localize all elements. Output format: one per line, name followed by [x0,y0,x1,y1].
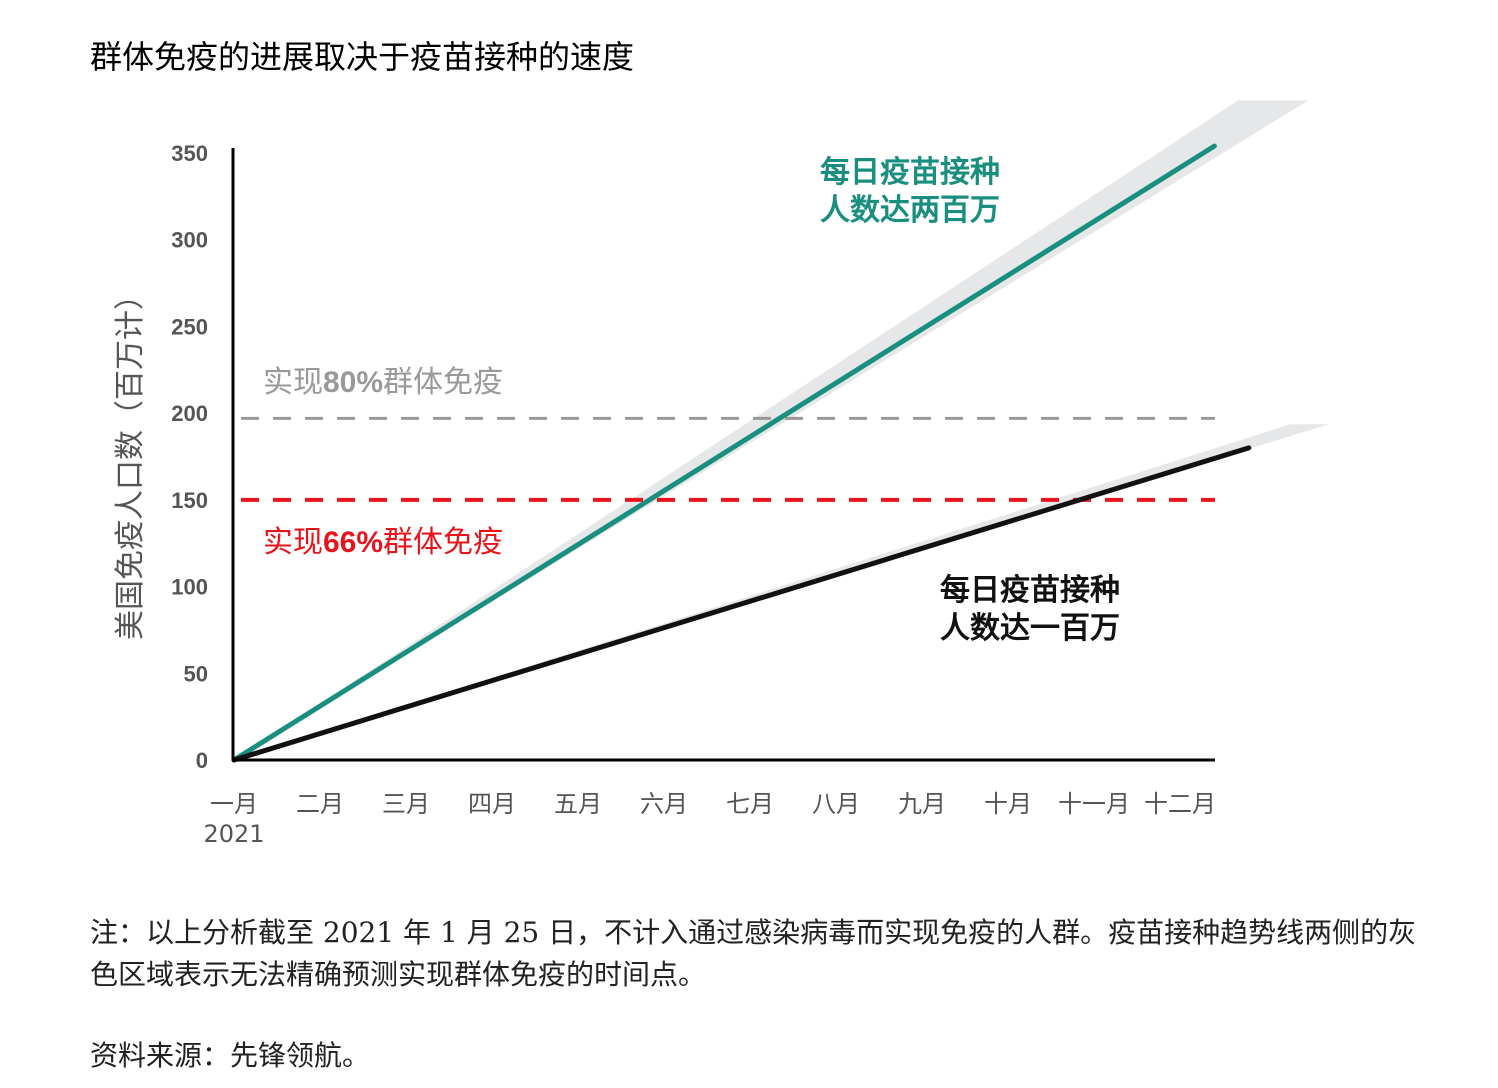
source-note: 资料来源：先锋领航。 [90,1039,371,1072]
x-tick-label: 十二月 [1144,790,1216,818]
x-tick-label: 七月 [726,790,774,818]
series-line [231,445,1252,763]
reference-label-pct: 80% [323,366,383,399]
series-line [231,143,1217,763]
reference-label-suffix: 群体免疫 [383,365,503,400]
y-tick-label: 150 [171,488,208,513]
chart: 0 50 100 150 200 250 300 350 一月 二月 三月 四月 五月 六月 七月 八月 九月… [113,100,1329,848]
x-tick-label: 三月 [382,790,430,818]
y-axis-label: 美国免疫人口数（百万计） [113,280,148,640]
y-tick-label: 0 [196,748,208,773]
x-tick-label: 十月 [984,790,1032,818]
footnote: 注：以上分析截至 2021 年 1 月 25 日，不计入通过感染病毒而实现免疫的… [90,916,1417,991]
x-year-label: 2021 [203,820,264,848]
y-tick-label: 350 [171,141,208,166]
x-tick-label: 四月 [468,790,516,818]
reference-label: 实现66%群体免疫 [263,525,503,560]
y-tick-label: 100 [171,575,208,600]
x-ticks: 一月 二月 三月 四月 五月 六月 七月 八月 九月 十月 十一月 十二月 [210,790,1216,818]
reference-label-prefix: 实现 [263,525,323,560]
x-tick-label: 十一月 [1058,790,1130,818]
uncertainty-band [234,100,1309,760]
x-tick-label: 五月 [554,790,602,818]
reference-label: 实现80%群体免疫 [263,365,503,400]
y-tick-label: 50 [184,661,208,686]
reference-lines [241,416,1215,502]
page-title: 群体免疫的进展取决于疫苗接种的速度 [90,38,635,76]
series-label-line2: 人数达两百万 [820,193,1000,228]
series-label-line1: 每日疫苗接种 [940,573,1120,608]
y-tick-label: 200 [171,401,208,426]
x-tick-label: 八月 [812,790,860,818]
y-ticks: 0 50 100 150 200 250 300 350 [171,141,208,773]
reference-label-pct: 66% [323,526,383,559]
series-label-line2: 人数达一百万 [940,611,1120,646]
x-tick-label: 二月 [296,790,344,818]
uncertainty-bands [234,100,1329,760]
x-tick-label: 六月 [640,790,688,818]
y-tick-label: 300 [171,228,208,253]
reference-label-suffix: 群体免疫 [383,525,503,560]
x-tick-label: 一月 [210,790,258,818]
y-tick-label: 250 [171,314,208,339]
reference-label-prefix: 实现 [263,365,323,400]
series-label-line1: 每日疫苗接种 [820,155,1000,190]
series-lines [231,143,1252,763]
x-tick-label: 九月 [898,790,946,818]
